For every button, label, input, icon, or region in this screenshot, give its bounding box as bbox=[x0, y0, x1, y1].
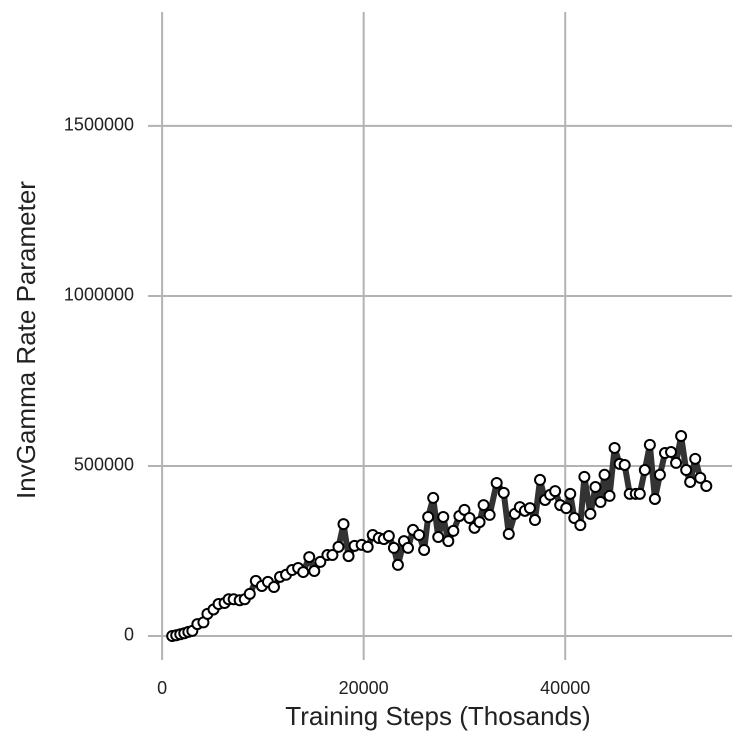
data-point bbox=[549, 485, 562, 498]
data-point bbox=[413, 528, 426, 541]
data-point bbox=[432, 531, 445, 544]
data-point bbox=[638, 464, 651, 477]
x-tick-label: 0 bbox=[157, 678, 167, 698]
data-point bbox=[243, 587, 256, 600]
data-point bbox=[594, 496, 607, 509]
data-point bbox=[618, 458, 631, 471]
data-point bbox=[477, 499, 490, 512]
data-point bbox=[387, 541, 400, 554]
data-point bbox=[490, 476, 503, 489]
data-point bbox=[534, 473, 547, 486]
y-axis-title: InvGamma Rate Parameter bbox=[11, 181, 41, 499]
data-point bbox=[665, 446, 678, 459]
y-tick-label: 500000 bbox=[74, 455, 134, 475]
data-point bbox=[653, 468, 666, 481]
data-point bbox=[603, 489, 616, 502]
data-point bbox=[308, 565, 321, 578]
data-point bbox=[297, 566, 310, 579]
data-point bbox=[391, 558, 404, 571]
data-point bbox=[502, 527, 515, 540]
data-point bbox=[473, 516, 486, 529]
data-point bbox=[337, 518, 350, 531]
data-point bbox=[589, 481, 602, 494]
data-point bbox=[528, 514, 541, 527]
data-point bbox=[523, 502, 536, 515]
data-point bbox=[598, 468, 611, 481]
data-point bbox=[402, 541, 415, 554]
y-tick-label: 0 bbox=[124, 625, 134, 645]
y-tick-label: 1500000 bbox=[64, 115, 134, 135]
data-point bbox=[382, 530, 395, 543]
x-axis-title: Training Steps (Thosands) bbox=[285, 701, 590, 731]
data-point bbox=[427, 491, 440, 504]
data-point bbox=[648, 492, 661, 505]
data-point bbox=[483, 508, 496, 521]
data-point bbox=[633, 487, 646, 500]
data-point bbox=[314, 555, 327, 568]
data-point bbox=[675, 430, 688, 443]
data-point bbox=[497, 486, 510, 499]
data-point bbox=[418, 543, 431, 556]
data-point bbox=[574, 519, 587, 532]
data-point bbox=[694, 471, 707, 484]
data-point bbox=[643, 438, 656, 451]
data-point bbox=[578, 470, 591, 483]
data-point bbox=[689, 452, 702, 465]
data-point bbox=[422, 510, 435, 523]
data-point bbox=[584, 507, 597, 520]
x-tick-label: 20000 bbox=[339, 678, 389, 698]
data-point bbox=[700, 480, 713, 493]
data-point bbox=[608, 441, 621, 454]
data-point bbox=[437, 510, 450, 523]
data-point bbox=[267, 581, 280, 594]
data-point bbox=[447, 524, 460, 537]
data-point bbox=[684, 475, 697, 488]
data-point bbox=[680, 464, 693, 477]
data-point bbox=[303, 551, 316, 564]
data-point bbox=[442, 535, 455, 548]
y-tick-label: 1000000 bbox=[64, 285, 134, 305]
data-point bbox=[463, 511, 476, 524]
data-point bbox=[361, 540, 374, 553]
data-point bbox=[332, 540, 345, 553]
x-tick-label: 40000 bbox=[540, 678, 590, 698]
data-point bbox=[670, 456, 683, 469]
data-point bbox=[326, 549, 339, 562]
data-point bbox=[342, 550, 355, 563]
data-point bbox=[564, 487, 577, 500]
data-point bbox=[560, 502, 573, 515]
